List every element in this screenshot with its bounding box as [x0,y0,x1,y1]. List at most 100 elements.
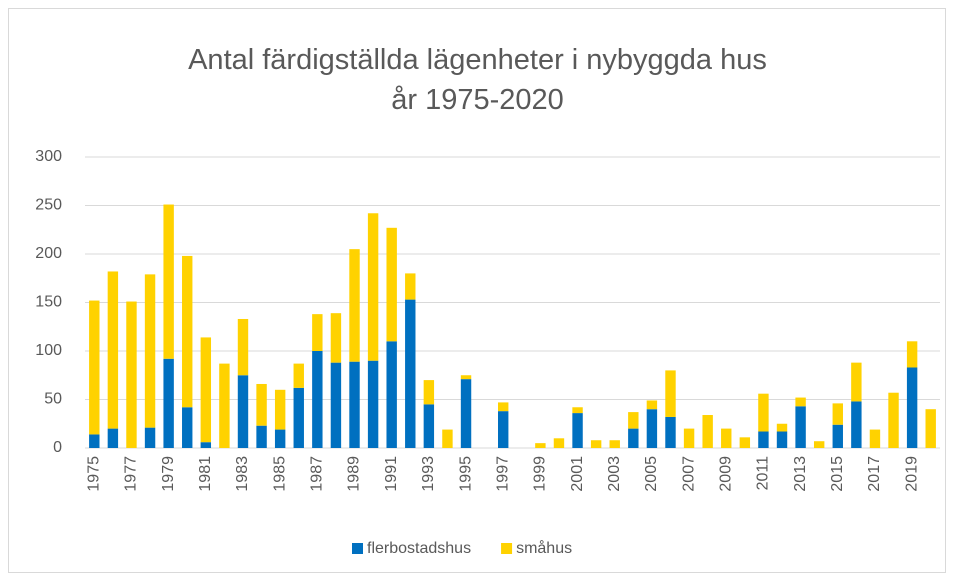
bar [832,424,843,448]
x-tick-label: 1979 [160,456,177,492]
x-tick-label: 2005 [643,456,660,492]
bar [721,428,732,448]
bar [776,431,788,448]
bar [256,383,267,426]
x-tick-label: 2015 [829,456,846,492]
bar [888,392,899,448]
bar [702,415,713,448]
legend-swatch [352,543,363,554]
chart-title: Antal färdigställda lägenheter i nybyggd… [188,44,767,116]
bar [851,362,862,402]
bar [274,429,286,448]
bar [795,397,806,407]
bar [219,363,230,448]
bar [925,409,936,448]
bar [237,318,249,376]
x-tick-label: 2003 [606,456,623,492]
bar [832,403,843,425]
bar [274,389,286,430]
bar [144,274,156,428]
bar [367,213,379,361]
bar [906,367,918,448]
bar [646,409,658,448]
bar [200,442,212,448]
legend-label: flerbostadshus [367,540,471,557]
bar [535,443,546,448]
x-tick-label: 1993 [420,456,437,492]
bar [330,313,342,363]
bar [349,361,360,448]
bar [144,427,156,448]
x-tick-label: 2013 [792,456,809,492]
bar [89,300,100,435]
x-tick-label: 2011 [755,456,772,491]
x-tick-label: 2017 [866,456,883,492]
bar [349,249,360,362]
bar [442,429,453,448]
bar [906,341,918,368]
bar [182,255,193,408]
bar [460,375,472,380]
bar [665,416,676,448]
bar [312,351,323,448]
bar [776,423,788,432]
y-tick-label: 150 [35,294,62,311]
bar [498,411,509,448]
x-tick-label: 1989 [346,456,363,492]
bar [330,362,342,448]
bar [869,429,881,448]
bar [367,360,379,448]
x-tick-label: 1977 [123,456,140,492]
bar [386,227,397,342]
bar [665,370,676,417]
bar [572,413,583,448]
bar [126,301,137,448]
x-tick-label: 1987 [309,456,326,492]
bar [628,412,639,429]
bar [107,271,119,429]
legend-label: småhus [516,539,572,557]
bar [405,273,416,300]
bar [498,402,509,412]
x-tick-label: 1983 [234,456,251,492]
y-tick-label: 50 [44,391,62,408]
bar [89,434,100,448]
bar [572,407,583,414]
legend-swatch [501,543,513,554]
bar [423,404,435,448]
x-tick-label: 2007 [680,456,697,492]
x-tick-label: 2001 [569,456,586,492]
bar [590,440,602,448]
bar [739,437,751,448]
bar [758,393,769,432]
x-tick-label: 2009 [717,456,734,492]
bar [683,428,695,448]
bar [107,428,119,448]
bar [405,299,416,448]
bar [256,425,267,448]
bar [460,379,472,448]
bar [553,438,565,448]
x-tick-label: 1999 [532,456,549,492]
bar [423,380,435,405]
bar [851,401,862,448]
bar [609,440,620,448]
y-tick-label: 0 [53,439,62,456]
bar [646,400,658,410]
y-tick-label: 100 [35,342,62,359]
bar [293,387,304,448]
x-tick-label: 1995 [457,456,474,492]
bar [163,358,174,448]
bar [293,363,304,388]
y-tick-label: 250 [35,197,62,214]
bar [182,407,193,448]
y-tick-label: 200 [35,245,62,262]
bar [386,341,397,448]
bar [163,204,174,359]
chart-border [8,8,946,573]
x-tick-label: 1985 [271,456,288,492]
bar [312,314,323,351]
bar [813,441,825,448]
